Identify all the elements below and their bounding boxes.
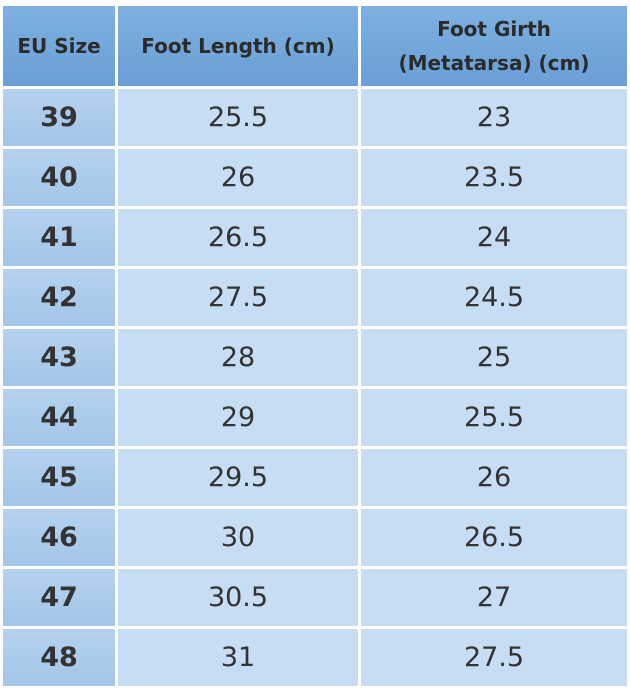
size-cell: 40 <box>3 149 115 206</box>
value-cell: 24.5 <box>361 269 627 326</box>
value-cell: 26.5 <box>118 209 358 266</box>
value-cell: 26.5 <box>361 509 627 566</box>
value-cell: 26 <box>118 149 358 206</box>
size-cell: 43 <box>3 329 115 386</box>
size-cell: 39 <box>3 89 115 146</box>
value-cell: 27 <box>361 569 627 626</box>
size-cell: 48 <box>3 629 115 686</box>
value-cell: 23.5 <box>361 149 627 206</box>
header-cell: EU Size <box>3 6 115 86</box>
value-cell: 30 <box>118 509 358 566</box>
size-cell: 41 <box>3 209 115 266</box>
value-cell: 30.5 <box>118 569 358 626</box>
value-cell: 26 <box>361 449 627 506</box>
value-cell: 25.5 <box>361 389 627 446</box>
value-cell: 25.5 <box>118 89 358 146</box>
size-table: EU Size Foot Length (cm) Foot Girth (Metat… <box>3 6 627 686</box>
size-cell: 44 <box>3 389 115 446</box>
value-cell: 28 <box>118 329 358 386</box>
value-cell: 29.5 <box>118 449 358 506</box>
size-cell: 47 <box>3 569 115 626</box>
header-cell: Foot Girth (Metatarsa) (cm) <box>361 6 627 86</box>
size-cell: 45 <box>3 449 115 506</box>
value-cell: 25 <box>361 329 627 386</box>
header-cell: Foot Length (cm) <box>118 6 358 86</box>
value-cell: 31 <box>118 629 358 686</box>
size-cell: 46 <box>3 509 115 566</box>
value-cell: 27.5 <box>118 269 358 326</box>
size-cell: 42 <box>3 269 115 326</box>
value-cell: 24 <box>361 209 627 266</box>
value-cell: 23 <box>361 89 627 146</box>
value-cell: 29 <box>118 389 358 446</box>
value-cell: 27.5 <box>361 629 627 686</box>
